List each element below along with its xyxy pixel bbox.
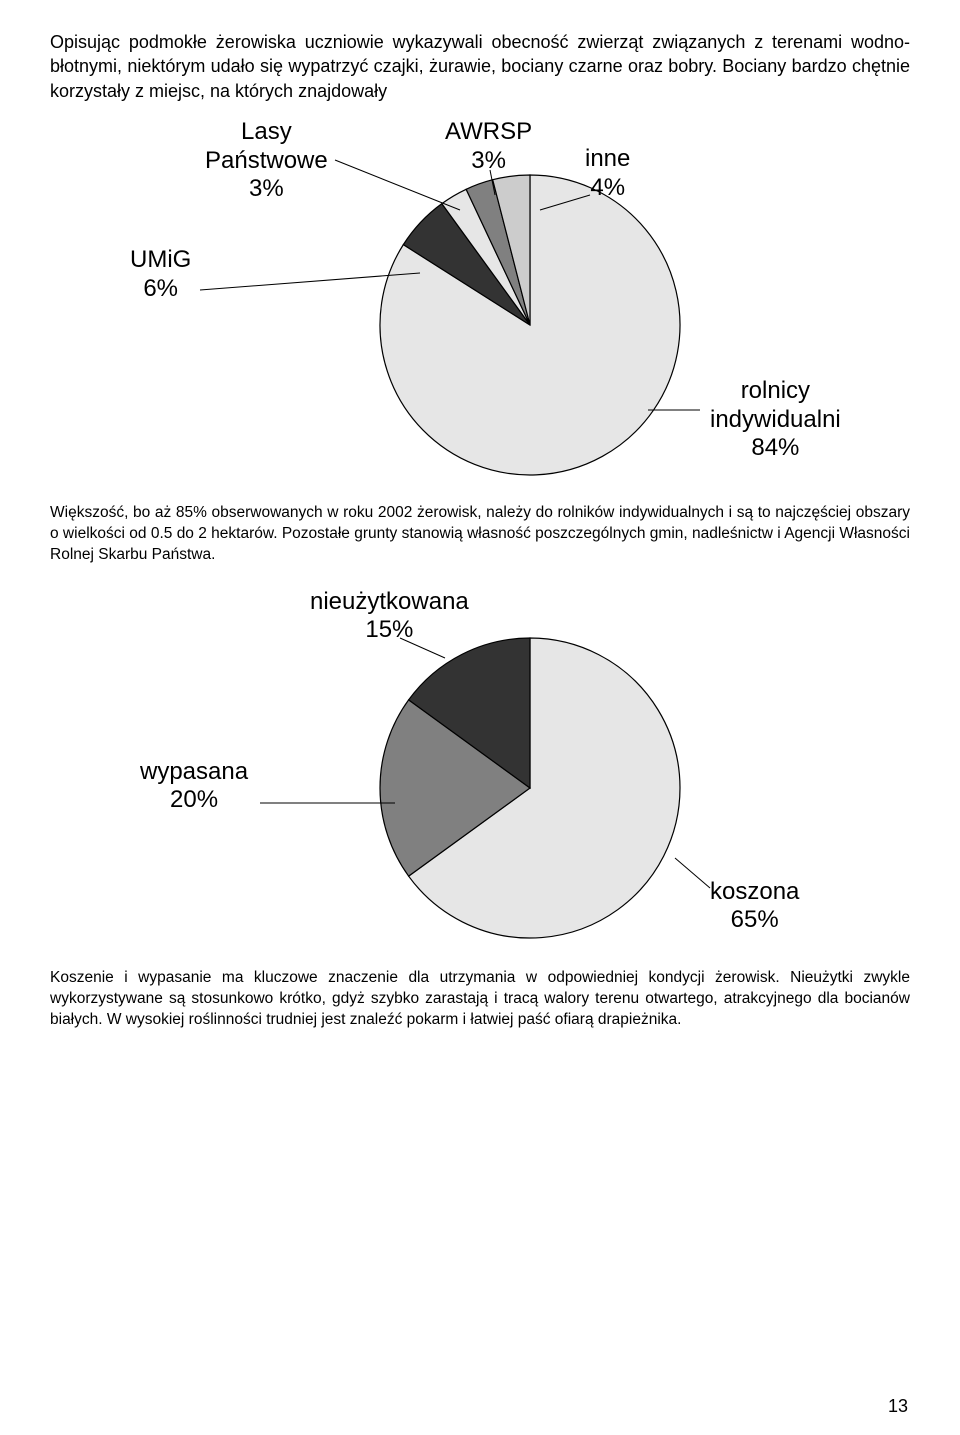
intro-paragraph: Opisując podmokłe żerowiska uczniowie wy… xyxy=(50,30,910,103)
middle-paragraph: Większość, bo aż 85% obserwowanych w rok… xyxy=(50,503,910,566)
pie-slice-label: koszona 65% xyxy=(710,878,799,936)
pie-slice-label: UMiG 6% xyxy=(130,246,191,304)
pie-slice-label: wypasana 20% xyxy=(140,758,248,816)
pie-chart-usage: koszona 65% wypasana 20% nieużytkowana 15% xyxy=(50,578,910,958)
pie-slice-label: Lasy Państwowe 3% xyxy=(205,118,328,204)
pie-slice-label: AWRSP 3% xyxy=(445,118,532,176)
pie-chart-ownership: rolnicy indywidualni 84% UMiG 6%Lasy Pańs… xyxy=(50,115,910,495)
pie-slice-label: rolnicy indywidualni 84% xyxy=(710,377,841,463)
footer-paragraph: Koszenie i wypasanie ma kluczowe znaczen… xyxy=(50,968,910,1031)
pie-slice-label: nieużytkowana 15% xyxy=(310,588,469,646)
page-number: 13 xyxy=(888,1396,908,1417)
pie-slice-label: inne 4% xyxy=(585,145,630,203)
